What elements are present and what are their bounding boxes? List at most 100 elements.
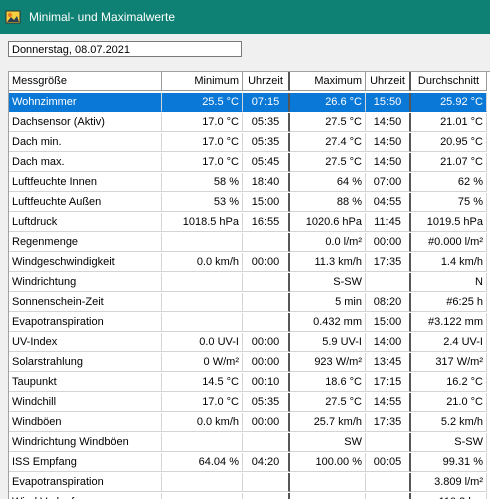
table-row[interactable]: Luftfeuchte Innen 58 % 18:40 64 % 07:00 62 % xyxy=(9,173,490,192)
table-row[interactable]: Windchill 17.0 °C 05:35 27.5 °C 14:55 21.0 °C xyxy=(9,393,490,412)
row-label: Evapotranspiration xyxy=(9,473,162,492)
maximum-value: 11.3 km/h xyxy=(290,253,366,272)
average-value: #0.000 l/m² xyxy=(411,233,487,252)
table-row[interactable]: Evapotranspiration 3.809 l/m² xyxy=(9,473,490,492)
maximum-time: 14:50 xyxy=(366,113,411,132)
minimum-time xyxy=(243,473,290,492)
average-value: 62 % xyxy=(411,173,487,192)
maximum-time: 11:45 xyxy=(366,213,411,232)
minimum-time: 07:15 xyxy=(243,93,290,112)
maximum-time xyxy=(366,493,411,499)
table-row[interactable]: Windrichtung Windböen SW S-SW xyxy=(9,433,490,452)
table-row[interactable]: Dach max. 17.0 °C 05:45 27.5 °C 14:50 21.07 °… xyxy=(9,153,490,172)
minimum-value: 0.0 UV-I xyxy=(162,333,243,352)
minimum-value xyxy=(162,313,243,332)
average-value: 2.4 UV-I xyxy=(411,333,487,352)
maximum-value: 5.9 UV-I xyxy=(290,333,366,352)
minimum-time xyxy=(243,293,290,312)
table-row[interactable]: UV-Index 0.0 UV-I 00:00 5.9 UV-I 14:00 2.4 UV… xyxy=(9,333,490,352)
maximum-time xyxy=(366,433,411,452)
table-row[interactable]: Wohnzimmer 25.5 °C 07:15 26.6 °C 15:50 25.92 … xyxy=(9,93,490,112)
average-value: 110.3 km xyxy=(411,493,487,499)
minimum-time: 15:00 xyxy=(243,193,290,212)
maximum-time: 17:35 xyxy=(366,253,411,272)
average-value: 1.4 km/h xyxy=(411,253,487,272)
minimum-time xyxy=(243,233,290,252)
table-row[interactable]: Windböen 0.0 km/h 00:00 25.7 km/h 17:35 5.2 k… xyxy=(9,413,490,432)
row-label: Wohnzimmer xyxy=(9,93,162,112)
row-label: Luftfeuchte Innen xyxy=(9,173,162,192)
row-label: Evapotranspiration xyxy=(9,313,162,332)
minimum-value: 17.0 °C xyxy=(162,153,243,172)
maximum-value: 0.0 l/m² xyxy=(290,233,366,252)
maximum-time: 00:05 xyxy=(366,453,411,472)
minimum-value: 17.0 °C xyxy=(162,133,243,152)
window-title: Minimal- und Maximalwerte xyxy=(29,10,176,24)
minimum-value xyxy=(162,433,243,452)
table-row[interactable]: Evapotranspiration 0.432 mm 15:00 #3.122 mm xyxy=(9,313,490,332)
maximum-value: 88 % xyxy=(290,193,366,212)
row-label: Solarstrahlung xyxy=(9,353,162,372)
maximum-value: 18.6 °C xyxy=(290,373,366,392)
maximum-time: 07:00 xyxy=(366,173,411,192)
column-header-uhrzeit-min[interactable]: Uhrzeit xyxy=(243,72,290,91)
maximum-value xyxy=(290,493,366,499)
maximum-time: 13:45 xyxy=(366,353,411,372)
minimum-value: 64.04 % xyxy=(162,453,243,472)
table-row[interactable]: Sonnenschein-Zeit 5 min 08:20 #6:25 h xyxy=(9,293,490,312)
minimum-value: 14.5 °C xyxy=(162,373,243,392)
minimum-value: 1018.5 hPa xyxy=(162,213,243,232)
maximum-time: 14:50 xyxy=(366,133,411,152)
average-value: 1019.5 hPa xyxy=(411,213,487,232)
table-row[interactable]: Regenmenge 0.0 l/m² 00:00 #0.000 l/m² xyxy=(9,233,490,252)
title-bar: Minimal- und Maximalwerte xyxy=(0,0,490,34)
minimum-time: 18:40 xyxy=(243,173,290,192)
minimum-value: 17.0 °C xyxy=(162,393,243,412)
maximum-value: 27.5 °C xyxy=(290,113,366,132)
average-value: #6:25 h xyxy=(411,293,487,312)
maximum-time xyxy=(366,273,411,292)
table-header: Messgröße Minimum Uhrzeit Maximum Uhrzei… xyxy=(9,72,490,91)
maximum-value: SW xyxy=(290,433,366,452)
minimum-time xyxy=(243,273,290,292)
table-row[interactable]: Taupunkt 14.5 °C 00:10 18.6 °C 17:15 16.2 °C xyxy=(9,373,490,392)
table-row[interactable]: ISS Empfang 64.04 % 04:20 100.00 % 00:05 99.3… xyxy=(9,453,490,472)
maximum-time: 15:50 xyxy=(366,93,411,112)
table-row[interactable]: Luftfeuchte Außen 53 % 15:00 88 % 04:55 75 % xyxy=(9,193,490,212)
maximum-time: 04:55 xyxy=(366,193,411,212)
maximum-value: 27.5 °C xyxy=(290,153,366,172)
table-row[interactable]: Dachsensor (Aktiv) 17.0 °C 05:35 27.5 °C 14:… xyxy=(9,113,490,132)
minimum-value: 0.0 km/h xyxy=(162,253,243,272)
table-row[interactable]: Windrichtung S-SW N xyxy=(9,273,490,292)
column-header-messgroesse[interactable]: Messgröße xyxy=(9,72,162,91)
minimum-time: 05:35 xyxy=(243,113,290,132)
maximum-value: S-SW xyxy=(290,273,366,292)
column-header-maximum[interactable]: Maximum xyxy=(290,72,366,91)
app-weather-icon[interactable] xyxy=(5,9,21,25)
maximum-time: 17:15 xyxy=(366,373,411,392)
table-row[interactable]: Wind Verlauf 110.3 km xyxy=(9,493,490,499)
column-header-minimum[interactable]: Minimum xyxy=(162,72,243,91)
minimum-time: 04:20 xyxy=(243,453,290,472)
row-label: Taupunkt xyxy=(9,373,162,392)
table-row[interactable]: Windgeschwindigkeit 0.0 km/h 00:00 11.3 km/… xyxy=(9,253,490,272)
column-header-uhrzeit-max[interactable]: Uhrzeit xyxy=(366,72,411,91)
minimum-value xyxy=(162,293,243,312)
table-row[interactable]: Dach min. 17.0 °C 05:35 27.4 °C 14:50 20.95 °… xyxy=(9,133,490,152)
average-value: 16.2 °C xyxy=(411,373,487,392)
minimum-value: 0.0 km/h xyxy=(162,413,243,432)
table-row[interactable]: Luftdruck 1018.5 hPa 16:55 1020.6 hPa 11:45 1… xyxy=(9,213,490,232)
table-row[interactable]: Solarstrahlung 0 W/m² 00:00 923 W/m² 13:45 31… xyxy=(9,353,490,372)
minimum-value: 53 % xyxy=(162,193,243,212)
minimum-time: 05:35 xyxy=(243,393,290,412)
column-header-durchschnitt[interactable]: Durchschnitt xyxy=(411,72,487,91)
minimum-value xyxy=(162,493,243,499)
average-value: 3.809 l/m² xyxy=(411,473,487,492)
maximum-time: 00:00 xyxy=(366,233,411,252)
row-label: Windrichtung xyxy=(9,273,162,292)
average-value: 75 % xyxy=(411,193,487,212)
minimum-time: 00:00 xyxy=(243,253,290,272)
date-field[interactable]: Donnerstag, 08.07.2021 xyxy=(8,41,242,57)
values-table[interactable]: Messgröße Minimum Uhrzeit Maximum Uhrzei… xyxy=(8,71,490,499)
maximum-value: 100.00 % xyxy=(290,453,366,472)
